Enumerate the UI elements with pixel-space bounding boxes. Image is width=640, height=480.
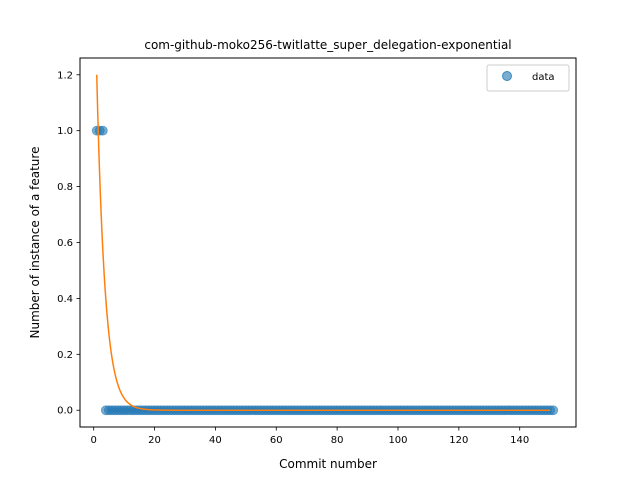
y-axis-label: Number of instance of a feature <box>28 147 42 339</box>
chart-title: com-github-moko256-twitlatte_super_deleg… <box>144 38 511 52</box>
y-tick-label: 1.2 <box>57 70 73 81</box>
data-point <box>97 125 108 136</box>
x-axis-label: Commit number <box>279 457 377 471</box>
y-tick-label: 0.8 <box>57 182 73 193</box>
x-tick-label: 100 <box>388 435 407 446</box>
y-tick-label: 0.6 <box>57 238 73 249</box>
y-tick-label: 1.0 <box>57 126 73 137</box>
x-tick-label: 0 <box>91 435 97 446</box>
fit-line <box>95 74 551 411</box>
y-tick-label: 0.4 <box>57 294 73 305</box>
legend: data <box>486 64 570 92</box>
axes-frame <box>79 57 577 428</box>
axis-ticks: 0 20 40 60 80 100 120 140 0.0 0.2 0.4 0.6 0.8 1.0 1.2 <box>57 70 529 446</box>
x-tick-label: 60 <box>270 435 283 446</box>
y-tick-label: 0.2 <box>57 350 73 361</box>
x-tick-label: 80 <box>331 435 344 446</box>
legend-marker-data <box>502 71 512 81</box>
x-tick-label: 40 <box>209 435 222 446</box>
x-tick-label: 120 <box>449 435 468 446</box>
x-tick-label: 20 <box>148 435 161 446</box>
plot-area <box>91 74 559 416</box>
legend-box <box>486 64 570 92</box>
y-tick-label: 0.0 <box>57 406 73 417</box>
legend-label-data: data <box>532 72 555 83</box>
x-tick-label: 140 <box>510 435 529 446</box>
